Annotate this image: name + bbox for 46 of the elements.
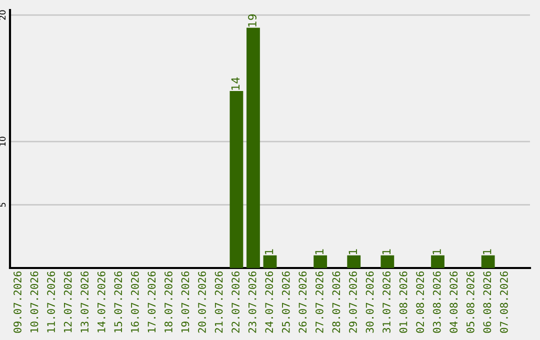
x-tick-label: 18.07.2026	[164, 271, 172, 332]
x-tick-label: 02.08.2026	[416, 271, 424, 333]
data-label: 1	[432, 249, 441, 254]
x-tick-label: 26.07.2026	[298, 271, 307, 333]
bar	[263, 255, 277, 268]
x-tick-label: 22.07.2026	[232, 271, 240, 333]
x-tick-label: 11.07.2026	[47, 271, 55, 332]
x-tick-label: 23.07.2026	[248, 271, 256, 333]
data-label: 1	[382, 249, 390, 254]
x-tick-label: 25.07.2026	[282, 271, 290, 333]
x-tick-label: 07.08.2026	[500, 271, 508, 333]
x-tick-label: 20.07.2026	[198, 271, 206, 333]
data-label: 1	[264, 249, 274, 254]
x-tick-label: 17.07.2026	[148, 271, 156, 332]
x-tick-label: 10.07.2026	[30, 271, 38, 332]
x-tick-label: 24.07.2026	[265, 271, 274, 333]
x-tick-label: 19.07.2026	[181, 271, 190, 332]
x-tick-label: 29.07.2026	[349, 271, 357, 333]
x-tick-label: 01.08.2026	[399, 271, 408, 333]
x-tick-label: 03.08.2026	[432, 271, 441, 333]
x-tick-label: 13.07.2026	[80, 271, 89, 332]
x-tick-label: 21.07.2026	[214, 271, 223, 333]
x-tick-label: 06.08.2026	[483, 271, 492, 333]
data-label: 1	[315, 249, 324, 254]
data-label: 19	[248, 14, 256, 26]
x-tick-label: 12.07.2026	[64, 271, 72, 332]
bar	[380, 255, 394, 268]
bar	[347, 255, 361, 268]
x-tick-label: 15.07.2026	[114, 271, 122, 332]
x-tick-label: 05.08.2026	[466, 271, 474, 333]
data-label: 1	[483, 249, 492, 254]
x-tick-label: 09.07.2026	[14, 271, 22, 333]
x-tick-label: 27.07.2026	[315, 271, 324, 333]
x-tick-label: 28.07.2026	[332, 271, 340, 333]
x-tick-label: 14.07.2026	[97, 271, 106, 332]
bar	[230, 90, 244, 268]
x-tick-label: 04.08.2026	[450, 271, 458, 333]
bar	[314, 255, 328, 268]
data-label: 14	[231, 77, 240, 90]
bar	[246, 28, 260, 268]
x-tick-label: 31.07.2026	[382, 271, 390, 333]
x-tick-label: 30.07.2026	[366, 271, 374, 333]
x-tick-label: 16.07.2026	[130, 271, 139, 332]
data-label: 1	[348, 249, 357, 254]
bar	[431, 255, 444, 268]
bar	[481, 255, 495, 268]
